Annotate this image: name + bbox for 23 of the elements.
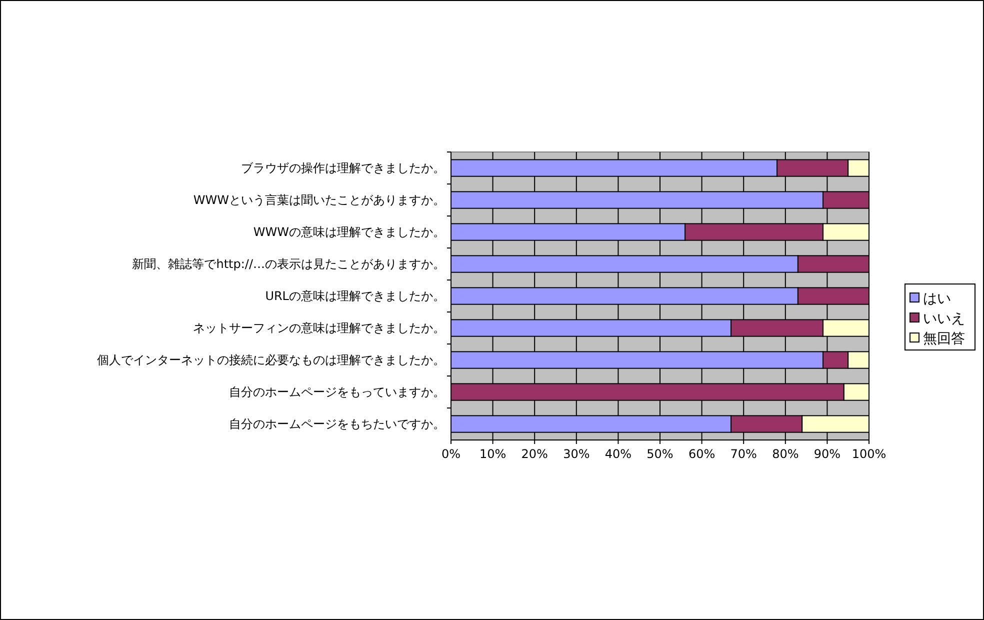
- y-tick-label: URLの意味は理解できましたか。: [265, 289, 445, 303]
- x-tick-label: 60%: [688, 447, 716, 461]
- y-tick-label: ブラウザの操作は理解できましたか。: [241, 161, 445, 175]
- legend-label: 無回答: [923, 331, 965, 347]
- x-tick-label: 10%: [479, 447, 506, 461]
- y-tick-label: 自分のホームページをもっていますか。: [229, 385, 445, 399]
- y-tick-label: ネットサーフィンの意味は理解できましたか。: [193, 321, 445, 335]
- legend-label: はい: [923, 291, 951, 307]
- x-tick-label: 80%: [772, 447, 799, 461]
- x-tick-label: 30%: [563, 447, 590, 461]
- y-tick-label: 個人でインターネットの接続に必要なものは理解できましたか。: [97, 353, 445, 367]
- x-tick-label: 40%: [604, 447, 632, 461]
- legend-label: いいえ: [923, 311, 965, 327]
- y-tick-label: WWWという言葉は聞いたことがありますか。: [193, 193, 445, 207]
- y-tick-label: 自分のホームページをもちたいですか。: [229, 417, 445, 431]
- x-tick-label: 90%: [814, 447, 841, 461]
- y-tick-label: 新聞、雑誌等でhttp://…の表示は見たことがありますか。: [132, 257, 445, 271]
- x-tick-label: 100%: [852, 447, 886, 461]
- x-tick-label: 20%: [521, 447, 548, 461]
- x-tick-label: 70%: [730, 447, 757, 461]
- y-tick-label: WWWの意味は理解できましたか。: [253, 225, 445, 239]
- x-tick-label: 0%: [441, 447, 461, 461]
- x-tick-label: 50%: [646, 447, 674, 461]
